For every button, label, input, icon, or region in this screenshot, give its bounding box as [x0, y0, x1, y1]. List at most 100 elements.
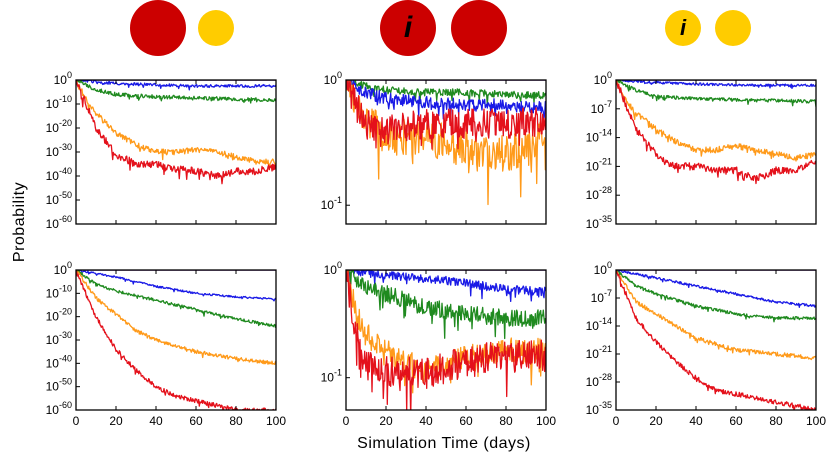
- header-left: [130, 0, 234, 56]
- y-tick-label: 10-21: [586, 344, 612, 361]
- y-tick-label: 10-40: [46, 166, 72, 183]
- panel-bottom-left: 0 20 40 60 80 100 100 10-10 10-20 10-30 10-40 10-50…: [46, 260, 287, 428]
- y-tick-label: 10-50: [46, 377, 72, 394]
- series-line-red: [616, 80, 816, 185]
- y-tick-label: 10-60: [46, 214, 72, 231]
- header-circle-label: i: [404, 11, 413, 44]
- series-line-green: [76, 80, 276, 104]
- y-tick-label: 100: [54, 70, 72, 87]
- y-tick-label: 10-1: [321, 195, 342, 212]
- series-line-blue: [616, 80, 816, 90]
- panel-bottom-middle: 0 20 40 60 80 100 100 10-1: [321, 260, 557, 428]
- series-line-red: [76, 80, 276, 185]
- series-group: [346, 270, 546, 410]
- x-tick-label: 60: [729, 414, 743, 428]
- series-line-green: [616, 270, 816, 323]
- x-tick-label: 20: [649, 414, 663, 428]
- x-tick-label: 0: [343, 414, 350, 428]
- y-tick-label: 10-30: [46, 330, 72, 347]
- series-line-red: [346, 80, 546, 150]
- y-tick-label: 10-28: [586, 372, 612, 389]
- series-line-orange: [616, 270, 816, 361]
- series-group: [616, 270, 816, 410]
- y-tick-label: 10-35: [586, 214, 612, 231]
- y-tick-label: 10-10: [46, 94, 72, 111]
- x-tick-label: 100: [266, 414, 286, 428]
- x-tick-label: 100: [536, 414, 556, 428]
- x-tick-label: 20: [109, 414, 123, 428]
- y-tick-label: 100: [324, 260, 342, 277]
- panel-bottom-right: 0 20 40 60 80 100 100 10-7 10-14 10-21 10-28 10-35: [586, 260, 827, 428]
- series-line-red: [346, 270, 546, 410]
- y-tick-label: 10-14: [586, 316, 612, 333]
- y-tick-label: 100: [324, 70, 342, 87]
- y-tick-label: 10-40: [46, 353, 72, 370]
- x-tick-label: 60: [459, 414, 473, 428]
- header-right: i: [665, 10, 751, 46]
- x-tick-label: 80: [769, 414, 783, 428]
- plot-frame: [615, 79, 817, 225]
- header-circle-yellow: [715, 10, 751, 46]
- y-tick-label: 10-30: [46, 142, 72, 159]
- series-line-orange: [346, 270, 546, 394]
- panel-top-middle: 100 10-1: [321, 70, 547, 225]
- panel-top-right: 100 10-7 10-14 10-21 10-28 10-35: [586, 70, 817, 231]
- panels: 10010-1010-2010-3010-4010-5010-6010010-1…: [46, 70, 827, 428]
- y-tick-label: 10-35: [586, 400, 612, 417]
- header-circle-dark_red: [130, 0, 186, 56]
- series-line-blue: [346, 270, 546, 303]
- header-circle-yellow: [198, 10, 234, 46]
- x-tick-label: 0: [73, 414, 80, 428]
- plot-frame: [345, 269, 547, 411]
- series-group: [346, 80, 546, 206]
- plot-frame: [75, 79, 277, 225]
- x-tick-label: 0: [613, 414, 620, 428]
- plot-frame: [75, 269, 277, 411]
- y-tick-label: 10-20: [46, 307, 72, 324]
- y-tick-label: 100: [54, 260, 72, 277]
- y-tick-label: 10-21: [586, 156, 612, 173]
- x-tick-label: 40: [149, 414, 163, 428]
- series-line-orange: [76, 270, 276, 366]
- series-line-red: [76, 270, 276, 410]
- x-tick-label: 40: [689, 414, 703, 428]
- series-line-blue: [616, 270, 816, 308]
- y-tick-label: 10-7: [591, 99, 612, 116]
- header-circle-yellow: [665, 10, 701, 46]
- series-line-green: [76, 270, 276, 328]
- y-tick-label: 10-28: [586, 185, 612, 202]
- series-group: [76, 270, 276, 410]
- y-tick-label: 100: [594, 260, 612, 277]
- y-tick-label: 10-7: [591, 288, 612, 305]
- header-circle-dark_red: [380, 0, 436, 56]
- x-tick-label: 80: [499, 414, 513, 428]
- y-tick-label: 10-20: [46, 118, 72, 135]
- x-axis-label: Simulation Time (days): [357, 435, 531, 452]
- x-tick-label: 60: [189, 414, 203, 428]
- x-tick-label: 20: [379, 414, 393, 428]
- header-middle: i: [380, 0, 507, 56]
- series-line-green: [616, 80, 816, 107]
- series-line-green: [346, 270, 546, 340]
- series-line-blue: [346, 80, 546, 125]
- panel-top-left: 100 10-10 10-20 10-30 10-40 10-50 10-60: [46, 70, 277, 231]
- y-tick-label: 10-50: [46, 190, 72, 207]
- y-tick-label: 100: [594, 70, 612, 87]
- series-group: [616, 80, 816, 185]
- plot-frame: [345, 79, 547, 225]
- y-tick-label: 10-60: [46, 400, 72, 417]
- y-tick-label: 10-1: [321, 368, 342, 385]
- x-tick-label: 40: [419, 414, 433, 428]
- y-tick-label: 10-10: [46, 283, 72, 300]
- series-line-orange: [76, 80, 276, 171]
- series-line-orange: [616, 80, 816, 162]
- series-group: [76, 80, 276, 185]
- series-line-blue: [76, 270, 276, 302]
- header-circle-label: i: [680, 15, 687, 40]
- x-tick-label: 80: [229, 414, 243, 428]
- series-line-red: [616, 270, 816, 410]
- y-tick-label: 10-14: [586, 128, 612, 145]
- header-circle-dark_red: [451, 0, 507, 56]
